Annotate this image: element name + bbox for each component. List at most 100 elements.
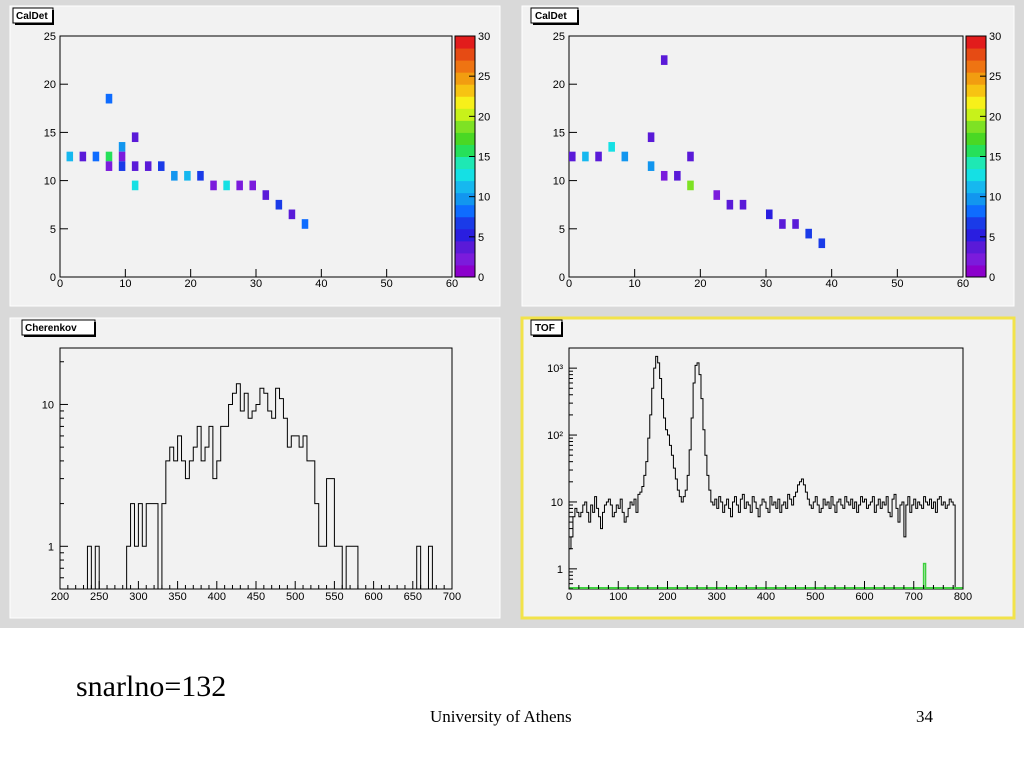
y-tick-label: 25 xyxy=(553,31,565,43)
heatmap-cell xyxy=(726,199,734,210)
x-tick-label: 500 xyxy=(806,591,824,603)
palette-tick-label: 10 xyxy=(989,192,1001,204)
palette-segment xyxy=(455,144,475,157)
x-tick-label: 700 xyxy=(905,591,923,603)
x-tick-label: 600 xyxy=(364,591,382,603)
y-tick-label: 20 xyxy=(44,79,56,91)
palette-segment xyxy=(455,204,475,218)
palette-segment xyxy=(455,108,475,121)
heatmap-cell xyxy=(582,151,589,162)
x-tick-label: 0 xyxy=(566,278,572,290)
palette-segment xyxy=(966,252,986,266)
heatmap-cell xyxy=(275,199,283,210)
palette-segment xyxy=(966,216,986,230)
palette-segment xyxy=(966,228,986,242)
palette-segment xyxy=(455,36,475,49)
palette-segment xyxy=(455,240,475,254)
heatmap-cell xyxy=(569,151,576,162)
heatmap-cell xyxy=(223,180,230,191)
palette-tick-label: 5 xyxy=(478,232,484,244)
histogram-line xyxy=(568,355,956,589)
palette-tick-label: 25 xyxy=(989,71,1001,83)
palette-segment xyxy=(455,72,475,85)
palette-segment xyxy=(966,96,986,109)
heatmap-1: 0 10 20 30 40 50 60 0 5 10 15 20 25 0 5 10 15 20 25 30 xyxy=(553,31,1002,290)
heatmap-cell xyxy=(674,170,681,181)
heatmap-cell xyxy=(288,209,296,220)
palette-segment xyxy=(455,60,475,73)
x-tick-label: 50 xyxy=(891,278,903,290)
palette-segment xyxy=(966,36,986,49)
x-tick-label: 300 xyxy=(129,591,147,603)
x-tick-label: 700 xyxy=(443,591,461,603)
palette-segment xyxy=(455,252,475,266)
palette-segment xyxy=(455,228,475,242)
y-tick-label: 0 xyxy=(559,272,565,284)
heatmap-cell xyxy=(739,199,747,210)
x-tick-label: 400 xyxy=(208,591,226,603)
palette-tick-label: 5 xyxy=(989,232,995,244)
histogram-3: 0 100 200 300 400 500 600 700 800 1 10 10² 10³ xyxy=(547,347,972,603)
pad-caldet-1[interactable] xyxy=(9,5,501,307)
y-tick-label: 10 xyxy=(42,399,54,411)
x-tick-label: 350 xyxy=(168,591,186,603)
y-tick-label: 20 xyxy=(553,79,565,91)
y-tick-label: 5 xyxy=(50,224,56,236)
heatmap-cell xyxy=(66,151,74,162)
heatmap-cell xyxy=(713,190,721,200)
x-tick-label: 30 xyxy=(250,278,262,290)
x-tick-label: 40 xyxy=(826,278,838,290)
heatmap-cell xyxy=(647,132,655,143)
palette-segment xyxy=(966,84,986,97)
title-box-tof: TOF xyxy=(530,319,563,337)
palette-segment xyxy=(966,240,986,254)
palette-segment xyxy=(966,60,986,73)
palette-segment xyxy=(966,264,986,278)
heatmap-cell xyxy=(118,151,126,162)
pad-cherenkov[interactable] xyxy=(9,317,501,619)
x-tick-label: 50 xyxy=(381,278,393,290)
heatmap-cell xyxy=(621,151,629,162)
x-tick-label: 10 xyxy=(629,278,641,290)
x-tick-label: 40 xyxy=(315,278,327,290)
heatmap-cell xyxy=(131,132,139,143)
heatmap-cell xyxy=(301,219,309,229)
palette-tick-label: 10 xyxy=(478,192,490,204)
palette-segment xyxy=(966,144,986,157)
tof-title: TOF xyxy=(535,323,555,334)
palette-segment xyxy=(966,180,986,194)
y-tick-label: 25 xyxy=(44,31,56,43)
heatmap-cell xyxy=(660,55,668,65)
heatmap-cell xyxy=(210,180,217,191)
heatmap-cell xyxy=(687,151,694,162)
heatmap-cell xyxy=(92,151,100,162)
x-tick-label: 450 xyxy=(247,591,265,603)
root-canvas: CalDet CalDet Cherenkov TOF 0 10 20 30 40 50 6… xyxy=(0,0,1024,628)
palette-segment xyxy=(455,168,475,182)
heatmap-cell xyxy=(766,209,773,220)
heatmap-cell xyxy=(660,170,668,181)
heatmap-cell xyxy=(197,170,204,181)
heatmap-cell xyxy=(236,180,243,191)
heatmap-0: 0 10 20 30 40 50 60 0 5 10 15 20 25 0 5 10 15 20 25 30 xyxy=(44,31,491,290)
x-tick-label: 0 xyxy=(566,591,572,603)
heatmap-cell xyxy=(249,180,256,191)
heatmap-cell xyxy=(171,170,178,181)
palette-segment xyxy=(966,120,986,133)
institution-label: University of Athens xyxy=(430,707,572,726)
y-tick-label: 10 xyxy=(553,176,565,188)
x-tick-label: 650 xyxy=(404,591,422,603)
pad-caldet-2[interactable] xyxy=(521,5,1015,307)
heatmap-cell xyxy=(105,151,113,162)
palette-segment xyxy=(455,264,475,278)
heatmap-cell xyxy=(805,228,812,239)
y-tick-label: 0 xyxy=(50,272,56,284)
x-tick-label: 800 xyxy=(954,591,972,603)
palette-tick-label: 15 xyxy=(989,152,1001,164)
x-tick-label: 60 xyxy=(446,278,458,290)
heatmap-cell xyxy=(779,219,786,229)
title-box-caldet-1: CalDet xyxy=(12,7,54,25)
pad-tof[interactable] xyxy=(520,316,1016,620)
heatmap-cell xyxy=(184,170,191,181)
palette-segment xyxy=(455,84,475,97)
